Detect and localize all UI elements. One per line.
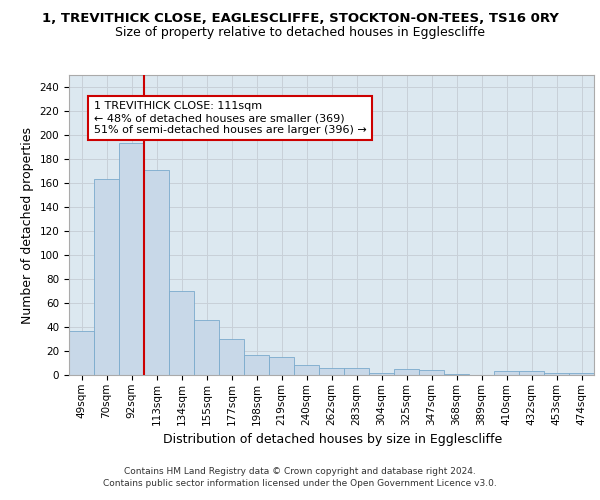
Bar: [119, 144, 144, 375]
Bar: [294, 366, 319, 375]
Y-axis label: Number of detached properties: Number of detached properties: [21, 126, 34, 324]
Bar: [319, 368, 344, 375]
Bar: [544, 372, 569, 375]
Bar: [94, 180, 119, 375]
Bar: [269, 357, 294, 375]
Text: Contains HM Land Registry data © Crown copyright and database right 2024.: Contains HM Land Registry data © Crown c…: [124, 468, 476, 476]
Bar: [144, 170, 169, 375]
Bar: [419, 370, 444, 375]
Text: 1, TREVITHICK CLOSE, EAGLESCLIFFE, STOCKTON-ON-TEES, TS16 0RY: 1, TREVITHICK CLOSE, EAGLESCLIFFE, STOCK…: [41, 12, 559, 26]
Bar: [244, 354, 269, 375]
Bar: [369, 372, 394, 375]
Text: Contains public sector information licensed under the Open Government Licence v3: Contains public sector information licen…: [103, 479, 497, 488]
Bar: [569, 372, 594, 375]
Bar: [519, 372, 544, 375]
Bar: [194, 320, 219, 375]
Bar: [69, 330, 94, 375]
Bar: [444, 374, 469, 375]
Text: 1 TREVITHICK CLOSE: 111sqm
← 48% of detached houses are smaller (369)
51% of sem: 1 TREVITHICK CLOSE: 111sqm ← 48% of deta…: [94, 102, 367, 134]
Bar: [394, 369, 419, 375]
Bar: [169, 291, 194, 375]
Bar: [219, 339, 244, 375]
Text: Size of property relative to detached houses in Egglescliffe: Size of property relative to detached ho…: [115, 26, 485, 39]
Bar: [344, 368, 369, 375]
Text: Distribution of detached houses by size in Egglescliffe: Distribution of detached houses by size …: [163, 432, 503, 446]
Bar: [494, 372, 519, 375]
